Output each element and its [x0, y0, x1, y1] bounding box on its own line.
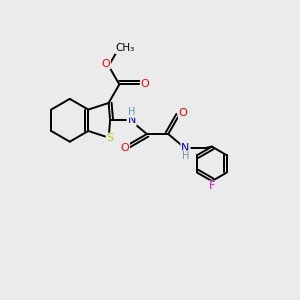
Text: N: N	[128, 115, 136, 125]
Text: O: O	[179, 108, 188, 118]
Text: O: O	[141, 80, 150, 89]
Text: H: H	[128, 107, 135, 117]
Text: CH₃: CH₃	[116, 43, 135, 53]
Text: O: O	[120, 143, 129, 153]
Text: O: O	[101, 58, 110, 68]
Text: S: S	[106, 134, 114, 143]
Text: H: H	[182, 151, 189, 161]
Text: F: F	[209, 182, 215, 191]
Text: N: N	[181, 143, 190, 153]
